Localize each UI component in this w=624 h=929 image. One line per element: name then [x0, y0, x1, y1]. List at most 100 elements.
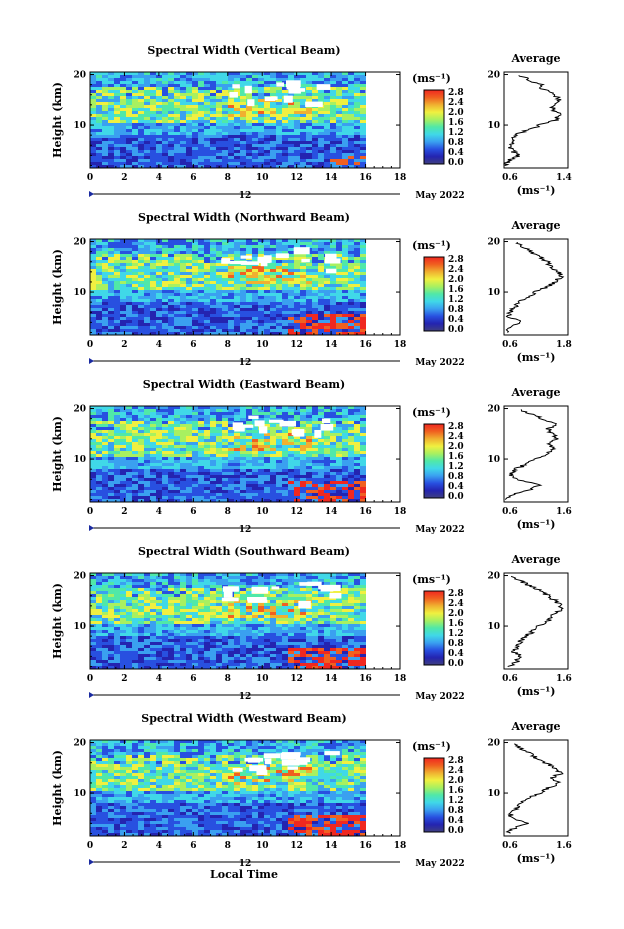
colorbar-tick-label: 2.4	[448, 98, 464, 108]
x-tick-label: 4	[156, 841, 162, 851]
x-tick-label: 10	[256, 674, 269, 684]
y-tick-label: 10	[73, 789, 86, 799]
colorbar-unit: (ms⁻¹)	[412, 72, 451, 85]
avg-y-tick-label: 20	[487, 71, 500, 81]
x-tick-label: 10	[256, 841, 269, 851]
colorbar-tick-label: 1.6	[448, 452, 464, 462]
colorbar-tick-label: 2.0	[448, 275, 464, 285]
x-tick-label: 14	[325, 841, 338, 851]
date-day: 12	[239, 191, 252, 201]
avg-y-tick-label: 10	[487, 288, 500, 298]
colorbar-tick-label: 1.6	[448, 786, 464, 796]
avg-x-tick-label: 0.6	[502, 674, 518, 684]
x-tick-label: 16	[359, 841, 372, 851]
avg-unit: (ms⁻¹)	[517, 518, 556, 531]
x-tick-label: 4	[156, 173, 162, 183]
x-tick-label: 4	[156, 507, 162, 517]
heatmap-field	[90, 573, 366, 669]
colorbar-unit: (ms⁻¹)	[412, 740, 451, 753]
colorbar	[423, 256, 445, 332]
colorbar-tick-label: 2.8	[448, 255, 464, 265]
y-tick-label: 20	[73, 739, 86, 749]
colorbar-tick-label: 2.4	[448, 265, 464, 275]
x-tick-label: 8	[225, 340, 231, 350]
y-tick-label: 20	[73, 572, 86, 582]
x-tick-label: 8	[225, 674, 231, 684]
x-tick-label: 4	[156, 340, 162, 350]
x-tick-label: 12	[290, 173, 303, 183]
date-label: May 2022	[415, 525, 464, 535]
colorbar-tick-label: 0.8	[448, 806, 464, 816]
x-tick-label: 0	[87, 841, 93, 851]
colorbar	[423, 89, 445, 165]
x-tick-label: 6	[190, 841, 196, 851]
date-marker	[89, 692, 94, 698]
panel-title: Spectral Width (Eastward Beam)	[143, 378, 345, 391]
x-tick-label: 6	[190, 507, 196, 517]
avg-y-tick-label: 20	[487, 572, 500, 582]
y-tick-label: 10	[73, 121, 86, 131]
avg-unit: (ms⁻¹)	[517, 184, 556, 197]
avg-title: Average	[510, 52, 560, 65]
date-day: 12	[239, 358, 252, 368]
colorbar-tick-label: 2.0	[448, 442, 464, 452]
date-marker	[89, 191, 94, 197]
avg-frame	[503, 71, 569, 169]
x-tick-label: 14	[325, 340, 338, 350]
heatmap-field	[90, 740, 366, 836]
x-tick-label: 10	[256, 507, 269, 517]
heatmap-field	[90, 72, 366, 168]
x-tick-label: 0	[87, 340, 93, 350]
panel-2: Spectral Width (Eastward Beam) 0 2 4 6 8 10 12 1…	[51, 378, 572, 535]
x-tick-label: 14	[325, 173, 338, 183]
colorbar-tick-label: 1.2	[448, 128, 464, 138]
y-tick-label: 20	[73, 238, 86, 248]
colorbar-unit: (ms⁻¹)	[412, 239, 451, 252]
x-tick-label: 16	[359, 340, 372, 350]
x-tick-label: 16	[359, 173, 372, 183]
colorbar-tick-label: 1.2	[448, 629, 464, 639]
colorbar-tick-label: 2.8	[448, 422, 464, 432]
colorbar-tick-label: 0.4	[448, 816, 464, 826]
avg-unit: (ms⁻¹)	[517, 852, 556, 865]
avg-x-tick-label: 1.8	[556, 340, 572, 350]
colorbar-tick-label: 1.2	[448, 796, 464, 806]
y-axis-label: Height (km)	[51, 82, 64, 158]
colorbar-tick-label: 1.2	[448, 295, 464, 305]
avg-x-tick-label: 0.6	[502, 340, 518, 350]
x-tick-label: 2	[121, 507, 127, 517]
avg-profile-line	[503, 75, 562, 166]
x-tick-label: 2	[121, 340, 127, 350]
x-tick-label: 18	[394, 841, 407, 851]
colorbar-tick-label: 0.4	[448, 148, 464, 158]
colorbar-tick-label: 0.4	[448, 482, 464, 492]
avg-frame	[503, 572, 569, 670]
colorbar-tick-label: 0.4	[448, 315, 464, 325]
x-tick-label: 2	[121, 173, 127, 183]
date-marker	[89, 525, 94, 531]
avg-title: Average	[510, 219, 560, 232]
avg-profile-line	[505, 241, 565, 333]
colorbar	[423, 423, 445, 499]
y-axis-label: Height (km)	[51, 416, 64, 492]
date-marker	[89, 859, 94, 865]
x-tick-label: 2	[121, 841, 127, 851]
x-tick-label: 2	[121, 674, 127, 684]
x-tick-label: 12	[290, 507, 303, 517]
avg-x-tick-label: 1.4	[556, 173, 572, 183]
y-axis-label: Height (km)	[51, 249, 64, 325]
date-day: 12	[239, 859, 252, 869]
colorbar-tick-label: 2.0	[448, 609, 464, 619]
avg-title: Average	[510, 553, 560, 566]
avg-profile-line	[505, 743, 564, 834]
x-tick-label: 6	[190, 173, 196, 183]
colorbar-tick-label: 2.8	[448, 88, 464, 98]
avg-title: Average	[510, 720, 560, 733]
avg-y-tick-label: 10	[487, 455, 500, 465]
y-tick-label: 10	[73, 288, 86, 298]
x-tick-label: 8	[225, 507, 231, 517]
panel-1: Spectral Width (Northward Beam) 0 2 4 6 8 10 12…	[51, 211, 572, 368]
avg-y-tick-label: 10	[487, 622, 500, 632]
colorbar-tick-label: 2.8	[448, 589, 464, 599]
